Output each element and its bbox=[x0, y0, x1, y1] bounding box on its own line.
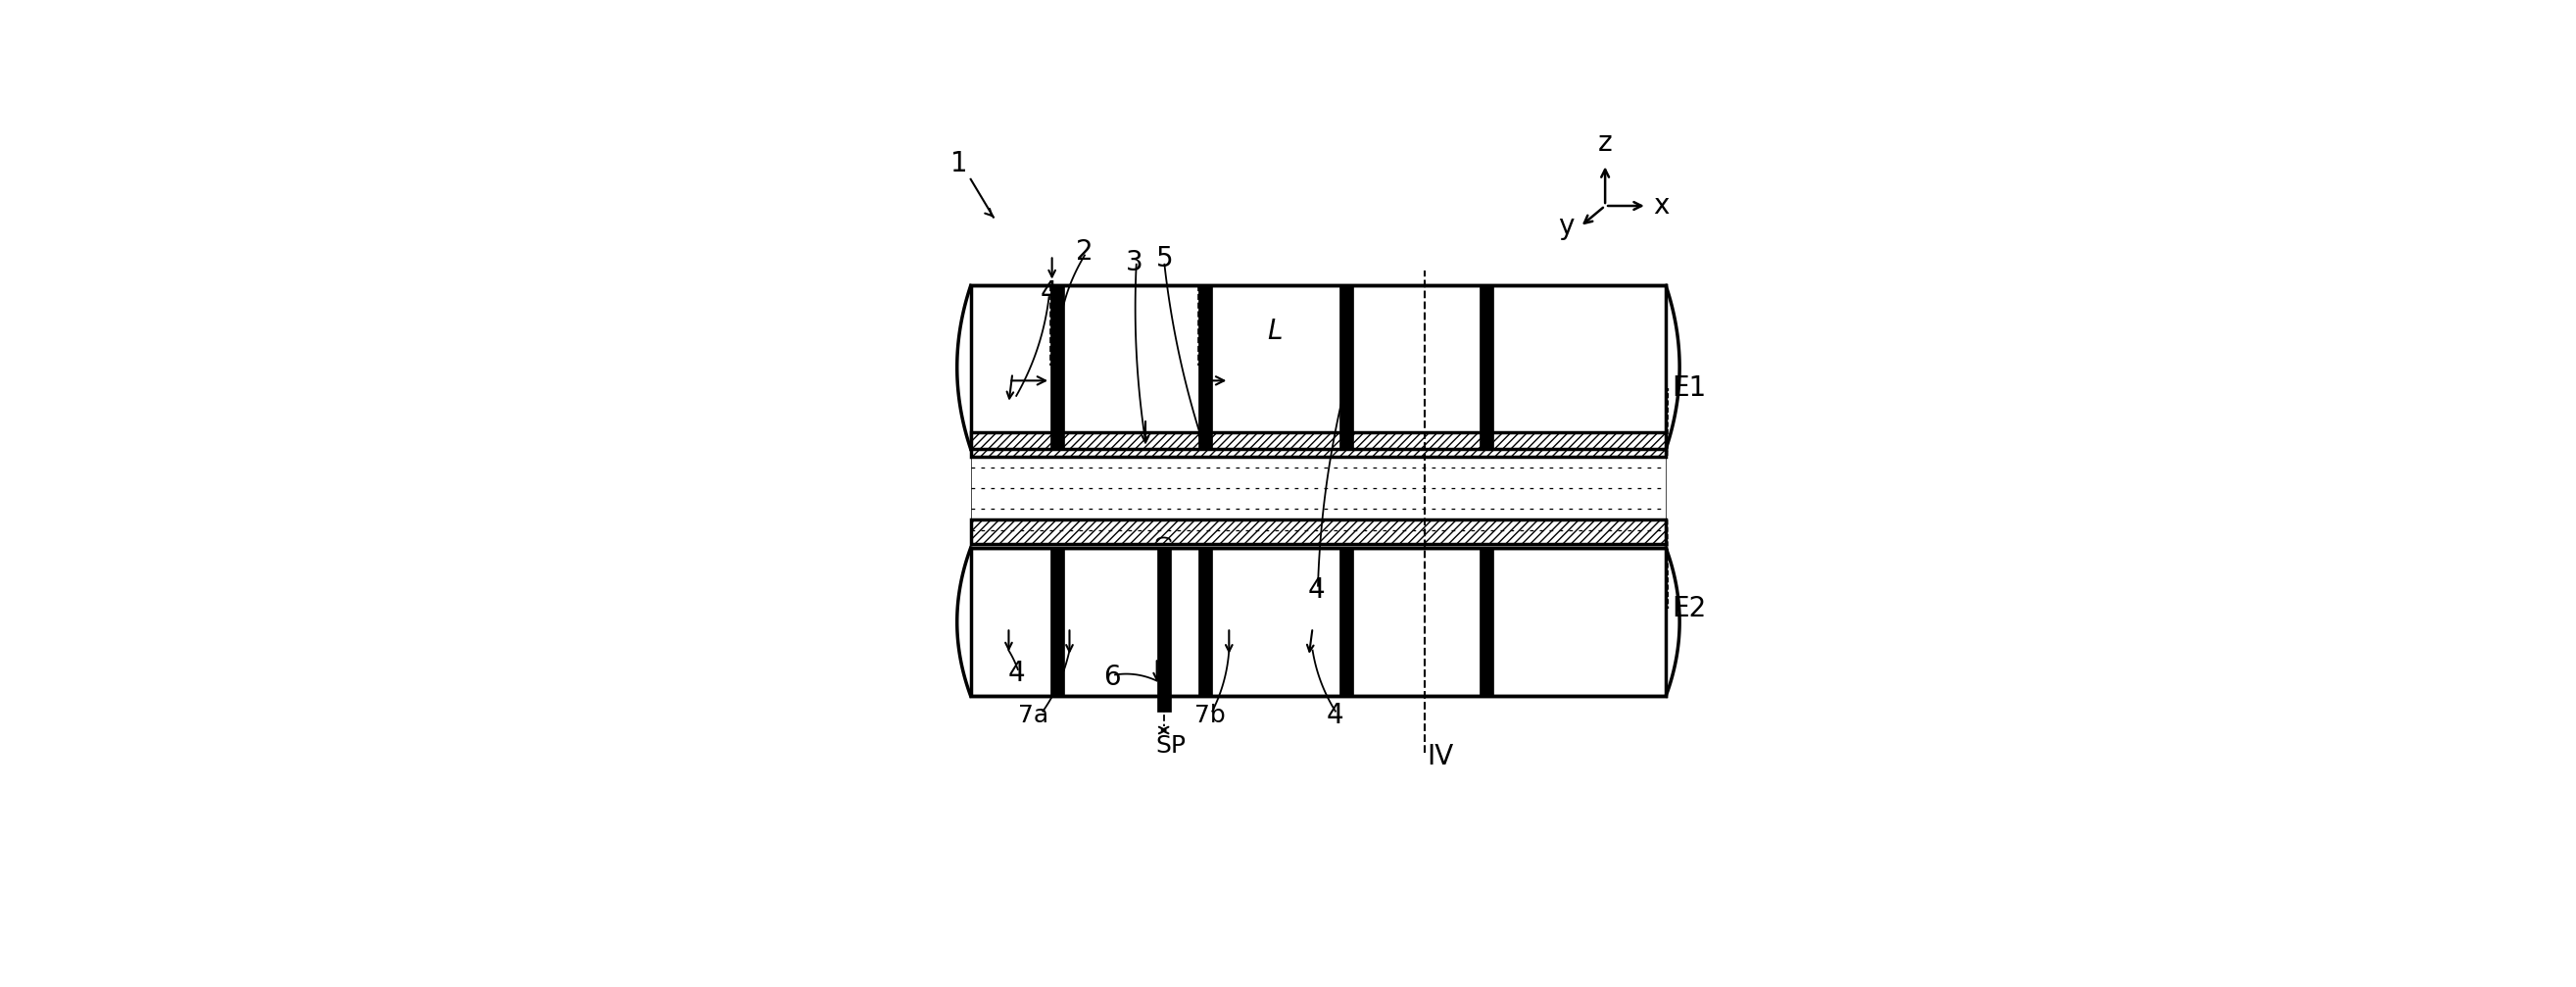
Bar bbox=[1479, 548, 1494, 696]
Text: 6: 6 bbox=[1103, 663, 1121, 691]
Text: y: y bbox=[1558, 213, 1574, 241]
Text: L: L bbox=[1267, 318, 1283, 345]
Text: 4: 4 bbox=[1309, 575, 1324, 603]
Text: E1: E1 bbox=[1672, 374, 1705, 402]
Text: E2: E2 bbox=[1672, 595, 1705, 623]
Text: SP: SP bbox=[1157, 733, 1185, 757]
Text: z: z bbox=[1597, 129, 1613, 157]
Text: 4: 4 bbox=[1327, 702, 1345, 728]
Bar bbox=[971, 432, 1667, 457]
Bar bbox=[971, 548, 1667, 696]
Text: 7b: 7b bbox=[1195, 704, 1226, 726]
Bar bbox=[1198, 548, 1213, 696]
Bar bbox=[971, 520, 1667, 544]
Text: 4: 4 bbox=[1007, 659, 1025, 687]
Bar bbox=[1157, 548, 1170, 712]
Text: IV: IV bbox=[1427, 743, 1453, 771]
Bar bbox=[1479, 285, 1494, 449]
Text: 3: 3 bbox=[1126, 249, 1144, 276]
Bar bbox=[971, 457, 1667, 540]
Bar bbox=[1198, 285, 1213, 449]
Text: 7a: 7a bbox=[1018, 704, 1048, 726]
Text: x: x bbox=[1654, 192, 1669, 219]
Bar bbox=[1340, 285, 1352, 449]
Text: 1: 1 bbox=[951, 150, 969, 178]
Text: 4: 4 bbox=[1041, 279, 1059, 307]
Text: 5: 5 bbox=[1157, 246, 1172, 272]
Bar bbox=[1340, 548, 1352, 696]
Text: 2: 2 bbox=[1077, 238, 1092, 266]
Bar bbox=[971, 285, 1667, 449]
Bar bbox=[1051, 548, 1064, 696]
Bar bbox=[1051, 285, 1064, 449]
